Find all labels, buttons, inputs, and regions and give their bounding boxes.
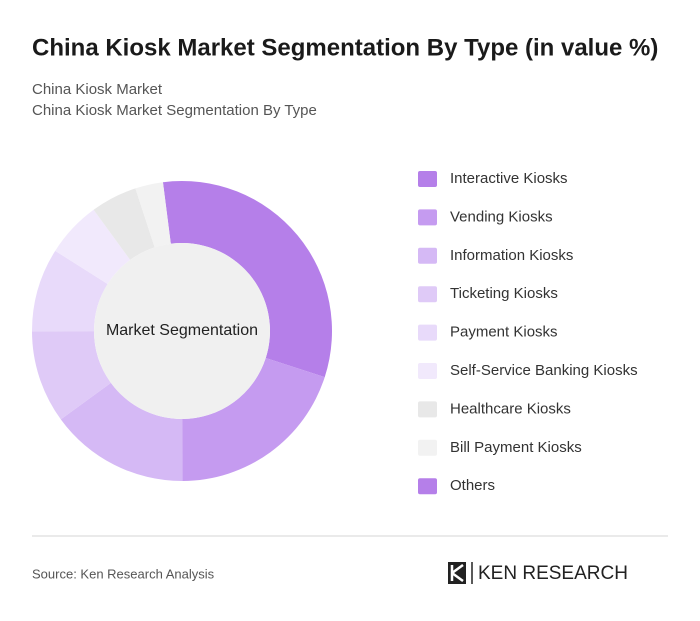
donut-segment <box>55 209 131 284</box>
legend: Interactive Kiosks Vending Kiosks Informat… <box>418 170 638 495</box>
donut-segment <box>93 188 155 260</box>
legend-label: Self-Service Banking Kiosks <box>450 362 638 379</box>
legend-swatch <box>418 363 437 379</box>
legend-label: Bill Payment Kiosks <box>450 439 582 456</box>
chart-title: China Kiosk Market Segmentation By Type … <box>32 34 658 61</box>
legend-label: Healthcare Kiosks <box>450 400 571 417</box>
donut-segment <box>182 358 325 481</box>
legend-label: Others <box>450 477 495 494</box>
legend-swatch <box>418 478 437 495</box>
legend-swatch <box>418 401 437 418</box>
legend-swatch <box>418 439 437 456</box>
logo-text: KEN RESEARCH <box>478 563 628 584</box>
legend-swatch <box>418 247 437 264</box>
legend-label: Ticketing Kiosks <box>450 285 558 302</box>
logo-icon <box>450 563 464 583</box>
legend-label: Information Kiosks <box>450 247 573 264</box>
subtitle: China Kiosk Market <box>32 81 163 98</box>
donut-segment <box>135 182 171 248</box>
legend-label: Vending Kiosks <box>450 208 553 225</box>
donut <box>32 181 332 481</box>
donut-segment <box>32 250 108 332</box>
legend-label: Payment Kiosks <box>450 324 558 341</box>
legend-swatch <box>418 171 437 187</box>
legend-label: Interactive Kiosks <box>450 170 568 187</box>
legend-swatch <box>418 324 437 341</box>
center-label: Market Segmentation <box>106 322 258 339</box>
source: Source: Ken Research Analysis <box>32 566 215 581</box>
logo-icon <box>448 562 466 584</box>
donut-segment <box>162 181 332 378</box>
logo: KEN RESEARCH <box>448 562 628 584</box>
donut-segment <box>60 382 183 481</box>
subtitle: China Kiosk Market Segmentation By Type <box>32 102 317 119</box>
donut-hole <box>94 243 270 419</box>
legend-swatch <box>418 209 437 226</box>
legend-swatch <box>418 286 437 303</box>
donut-segment <box>32 331 111 420</box>
